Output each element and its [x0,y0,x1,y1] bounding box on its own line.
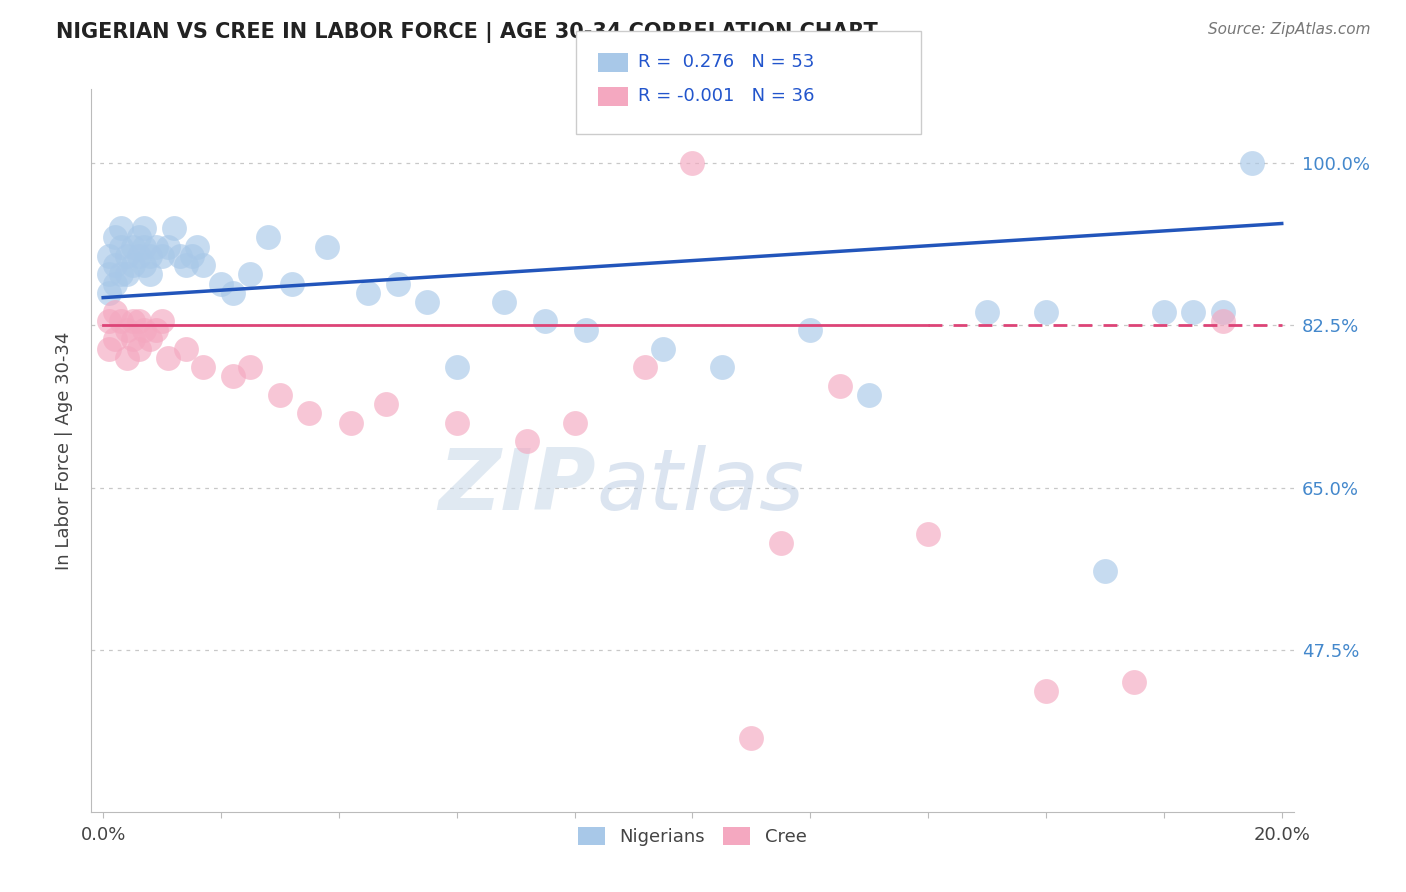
Point [98,314,121,328]
Point [115,323,138,337]
Point [516,434,538,449]
Point [128,249,150,263]
Text: ZIP: ZIP [439,445,596,528]
Point [239,268,262,282]
Point [1153,304,1175,318]
Point [145,323,167,337]
Point [174,342,197,356]
Point [446,360,468,375]
Point [163,221,186,235]
Point [121,314,143,328]
Point [121,258,143,272]
Point [257,230,280,244]
Point [104,230,127,244]
Point [828,378,851,392]
Point [110,240,132,254]
Point [169,249,191,263]
Point [634,360,657,375]
Point [98,249,121,263]
Point [150,314,173,328]
Point [209,277,232,291]
Point [280,277,302,291]
Point [222,369,245,384]
Point [1123,675,1146,690]
Point [710,360,733,375]
Point [1241,156,1264,170]
Point [269,388,291,402]
Point [222,285,245,300]
Point [134,240,156,254]
Point [104,304,127,318]
Text: R =  0.276   N = 53: R = 0.276 N = 53 [638,54,814,71]
Point [976,304,998,318]
Point [186,240,208,254]
Point [139,249,162,263]
Point [298,406,321,420]
Point [156,351,179,365]
Point [339,416,361,430]
Point [575,323,598,337]
Point [1212,314,1234,328]
Point [150,249,173,263]
Text: atlas: atlas [596,445,804,528]
Point [128,342,150,356]
Point [357,285,380,300]
Point [98,268,121,282]
Point [134,323,156,337]
Point [98,342,121,356]
Point [534,314,557,328]
Point [98,285,121,300]
Point [1035,304,1057,318]
Point [1094,564,1116,578]
Point [139,268,162,282]
Text: NIGERIAN VS CREE IN LABOR FORCE | AGE 30-34 CORRELATION CHART: NIGERIAN VS CREE IN LABOR FORCE | AGE 30… [56,22,877,44]
Point [121,240,143,254]
Point [139,332,162,346]
Point [681,156,703,170]
Point [917,526,939,541]
Legend: Nigerians, Cree: Nigerians, Cree [571,820,814,854]
Point [193,258,215,272]
Point [104,258,127,272]
Point [858,388,880,402]
Point [416,295,439,310]
Point [1212,304,1234,318]
Point [492,295,515,310]
Point [145,240,167,254]
Point [769,536,792,550]
Point [316,240,339,254]
Text: R = -0.001   N = 36: R = -0.001 N = 36 [638,87,815,105]
Point [128,230,150,244]
Point [387,277,409,291]
Point [174,258,197,272]
Point [564,416,586,430]
Point [446,416,468,430]
Point [110,221,132,235]
Point [652,342,675,356]
Point [115,268,138,282]
Point [115,351,138,365]
Point [121,332,143,346]
Text: Source: ZipAtlas.com: Source: ZipAtlas.com [1208,22,1371,37]
Point [128,314,150,328]
Point [110,314,132,328]
Point [740,731,762,745]
Point [110,268,132,282]
Point [156,240,179,254]
Point [104,277,127,291]
Point [1035,684,1057,698]
Point [799,323,821,337]
Point [375,397,398,411]
Point [104,332,127,346]
Point [1182,304,1205,318]
Point [193,360,215,375]
Point [180,249,202,263]
Y-axis label: In Labor Force | Age 30-34: In Labor Force | Age 30-34 [55,331,73,570]
Point [134,258,156,272]
Point [134,221,156,235]
Point [239,360,262,375]
Point [115,249,138,263]
